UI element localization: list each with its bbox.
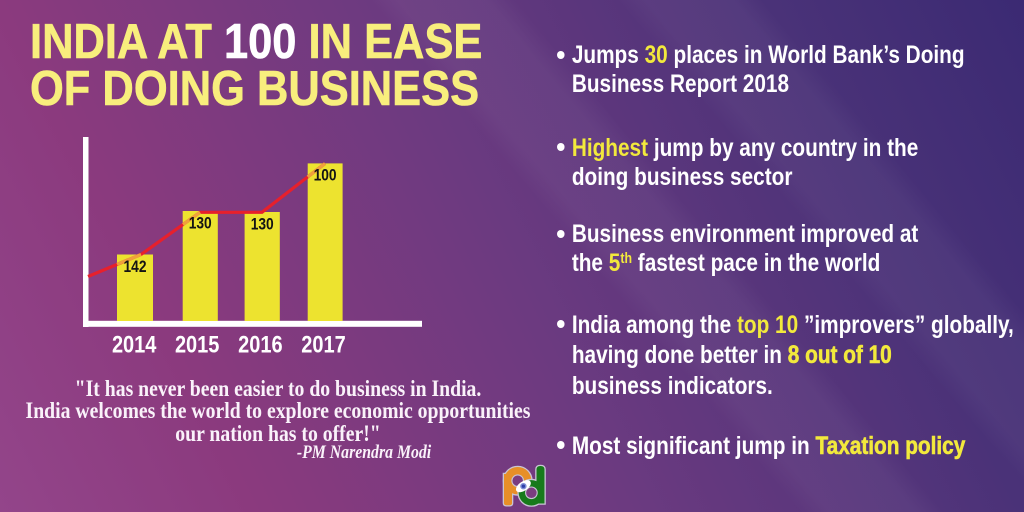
svg-text:130: 130 [251,215,274,234]
svg-text:2017: 2017 [301,331,346,358]
svg-text:2015: 2015 [175,331,220,358]
svg-text:2014: 2014 [112,331,157,358]
svg-text:142: 142 [124,257,147,276]
svg-text:2016: 2016 [238,331,283,358]
svg-text:130: 130 [189,214,212,233]
svg-text:100: 100 [314,166,337,185]
